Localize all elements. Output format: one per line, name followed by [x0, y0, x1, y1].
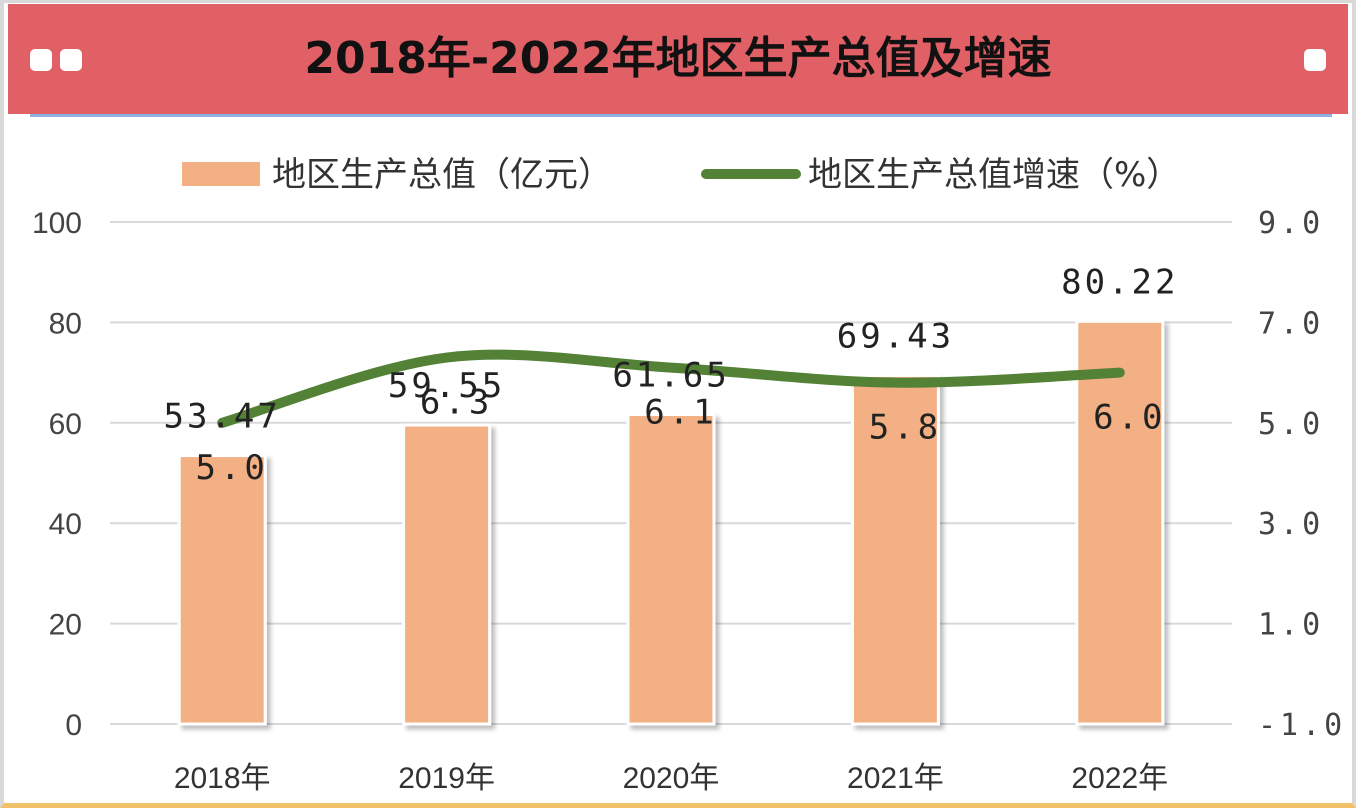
header-dot-icon	[30, 49, 52, 71]
chart-title: 2018年-2022年地区生产总值及增速	[304, 33, 1052, 84]
bar-value-label: 80.22	[1061, 262, 1178, 302]
bar	[1075, 319, 1165, 726]
x-tick-label: 2022年	[1071, 762, 1168, 795]
bar-value-label: 69.43	[837, 316, 954, 356]
bar-value-label: 59.55	[388, 366, 505, 406]
line-value-label: 6.1	[644, 393, 717, 433]
chart-header: 2018年-2022年地区生产总值及增速	[8, 4, 1348, 114]
axes: 0 20 40 60 80 100 -1.0 1.0 3.0 5.0 7.0 9.0 2018年 2019…	[32, 206, 1346, 795]
legend-bar-label: 地区生产总值（亿元）	[272, 155, 612, 195]
x-tick-label: 2021年	[847, 762, 944, 795]
bar	[402, 423, 492, 726]
bar	[177, 454, 267, 726]
y-left-tick-label: 0	[65, 709, 82, 742]
legend-bar-swatch	[182, 162, 260, 186]
legend: 地区生产总值（亿元） 地区生产总值增速（%）	[182, 155, 1180, 195]
header-dot-icon	[1304, 49, 1326, 71]
line-value-label: 6.3	[420, 383, 493, 423]
header-dot-icon	[60, 49, 82, 71]
y-left-tick-label: 80	[49, 307, 82, 340]
y-right-tick-label: 7.0	[1258, 306, 1324, 341]
bar-series	[177, 319, 1165, 726]
x-tick-label: 2020年	[623, 762, 720, 795]
header-underline	[30, 114, 1332, 117]
bar	[850, 373, 940, 726]
line-series	[217, 349, 1125, 428]
y-right-tick-label: 5.0	[1258, 407, 1324, 442]
y-left-tick-label: 20	[49, 609, 82, 642]
y-right-tick-label: 9.0	[1258, 206, 1324, 241]
y-left-tick-label: 40	[49, 508, 82, 541]
y-left-tick-label: 100	[32, 207, 82, 240]
growth-line	[217, 349, 1125, 428]
line-value-label: 5.0	[195, 448, 268, 488]
y-right-tick-label: 3.0	[1258, 507, 1324, 542]
x-tick-label: 2019年	[398, 762, 495, 795]
legend-line-label: 地区生产总值增速（%）	[808, 155, 1180, 195]
line-value-label: 5.8	[869, 408, 942, 448]
line-value-label: 6.0	[1093, 398, 1166, 438]
bar-value-label: 61.65	[612, 356, 729, 396]
y-right-tick-label: 1.0	[1258, 608, 1324, 643]
y-right-tick-label: -1.0	[1258, 708, 1346, 743]
bar	[626, 413, 716, 726]
bar-value-label: 53.47	[164, 397, 281, 437]
y-left-tick-label: 60	[49, 408, 82, 441]
x-tick-label: 2018年	[174, 762, 271, 795]
data-labels: 53.47 59.55 61.65 69.43 80.22 5.0 6.3 6.1 5.8 6.0	[164, 262, 1178, 488]
